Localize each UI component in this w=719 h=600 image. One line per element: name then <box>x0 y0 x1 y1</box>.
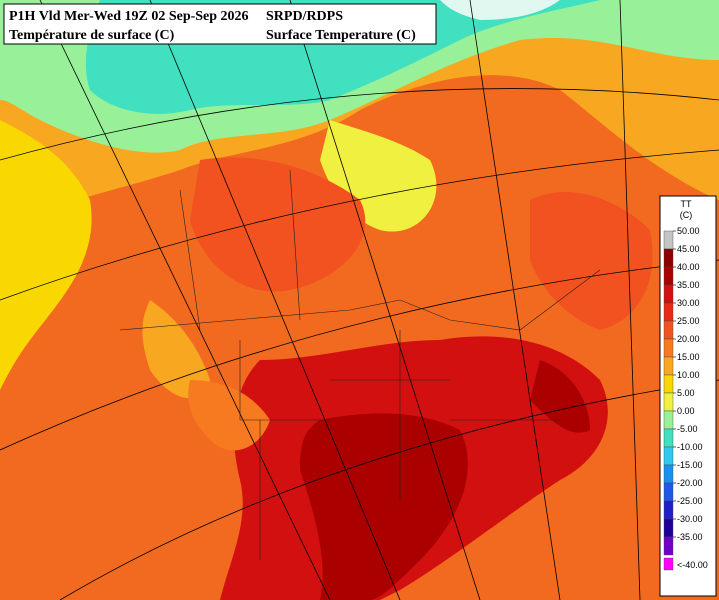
legend-swatch <box>663 500 674 520</box>
legend-label: 50.00 <box>677 226 700 236</box>
legend-label: 0.00 <box>677 406 695 416</box>
legend-label: 30.00 <box>677 298 700 308</box>
legend-label: -5.00 <box>677 424 698 434</box>
legend-swatch <box>663 320 674 340</box>
legend-label: -25.00 <box>677 496 703 506</box>
header-run: P1H Vld Mer-Wed 19Z 02 Sep-Sep 2026 <box>9 9 249 24</box>
legend-swatch <box>663 428 674 448</box>
legend-label: 10.00 <box>677 370 700 380</box>
legend-label: 25.00 <box>677 316 700 326</box>
legend-title: TT <box>681 199 692 209</box>
legend-swatch <box>663 410 674 430</box>
legend-swatch <box>663 302 674 322</box>
legend-swatch <box>663 518 674 538</box>
political-borders <box>119 169 601 560</box>
legend-swatch <box>663 374 674 394</box>
legend-swatch <box>663 536 674 556</box>
legend-label: 35.00 <box>677 280 700 290</box>
legend-swatch <box>663 356 674 376</box>
legend-label: 40.00 <box>677 262 700 272</box>
legend-label: -30.00 <box>677 514 703 524</box>
legend-swatch <box>663 284 674 304</box>
legend-label: 15.00 <box>677 352 700 362</box>
header-field-en: Surface Temperature (C) <box>266 28 416 43</box>
legend-label: -15.00 <box>677 460 703 470</box>
legend-swatch <box>663 266 674 286</box>
legend-swatch <box>663 482 674 502</box>
legend-label: -35.00 <box>677 532 703 542</box>
legend-unit: (C) <box>680 210 693 220</box>
legend-swatch <box>663 464 674 484</box>
legend-label: <-40.00 <box>677 560 708 570</box>
header-box <box>3 3 437 45</box>
legend-label: -20.00 <box>677 478 703 488</box>
legend-label: 5.00 <box>677 388 695 398</box>
legend-swatch <box>663 446 674 466</box>
legend-label: -10.00 <box>677 442 703 452</box>
legend-swatch <box>663 392 674 412</box>
legend: TT (C) 50.00 45.00 40.00 35.00 30.00 25.00 20.… <box>659 195 717 597</box>
legend-swatch <box>663 557 674 571</box>
header-model: SRPD/RDPS <box>266 9 343 24</box>
header-field-fr: Température de surface (C) <box>9 28 175 43</box>
legend-label: 20.00 <box>677 334 700 344</box>
legend-swatch <box>663 248 674 268</box>
legend-label: 45.00 <box>677 244 700 254</box>
legend-swatch <box>663 230 674 250</box>
legend-swatch <box>663 338 674 358</box>
